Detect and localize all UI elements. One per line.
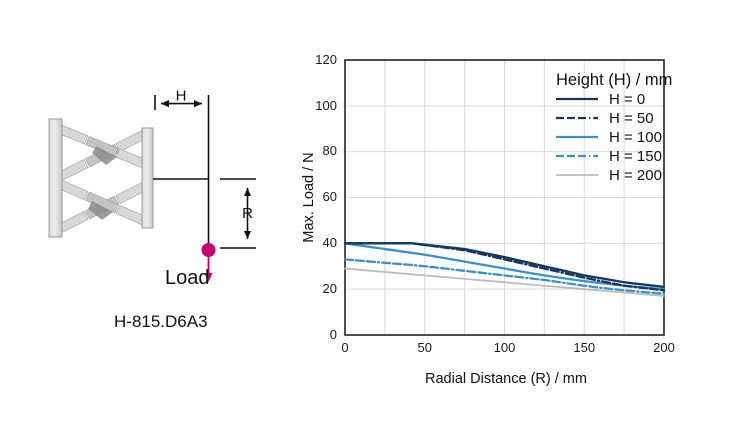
svg-text:50: 50	[418, 340, 432, 355]
svg-text:Radial Distance (R) / mm: Radial Distance (R) / mm	[425, 371, 587, 387]
svg-text:150: 150	[573, 340, 595, 355]
svg-text:H = 150: H = 150	[609, 148, 662, 165]
svg-text:H = 200: H = 200	[609, 167, 662, 184]
svg-text:80: 80	[323, 143, 337, 158]
svg-text:200: 200	[653, 340, 675, 355]
svg-text:H = 0: H = 0	[609, 91, 645, 108]
svg-text:60: 60	[323, 189, 337, 204]
svg-text:Max. Load / N: Max. Load / N	[301, 152, 317, 242]
svg-text:Height (H) / mm: Height (H) / mm	[556, 71, 672, 89]
svg-text:H = 100: H = 100	[609, 129, 662, 146]
svg-text:120: 120	[315, 52, 337, 67]
svg-text:H = 50: H = 50	[609, 110, 654, 127]
svg-text:20: 20	[323, 281, 337, 296]
svg-text:100: 100	[494, 340, 516, 355]
svg-text:40: 40	[323, 235, 337, 250]
svg-text:0: 0	[341, 340, 348, 355]
svg-text:100: 100	[315, 98, 337, 113]
svg-text:0: 0	[330, 327, 337, 342]
